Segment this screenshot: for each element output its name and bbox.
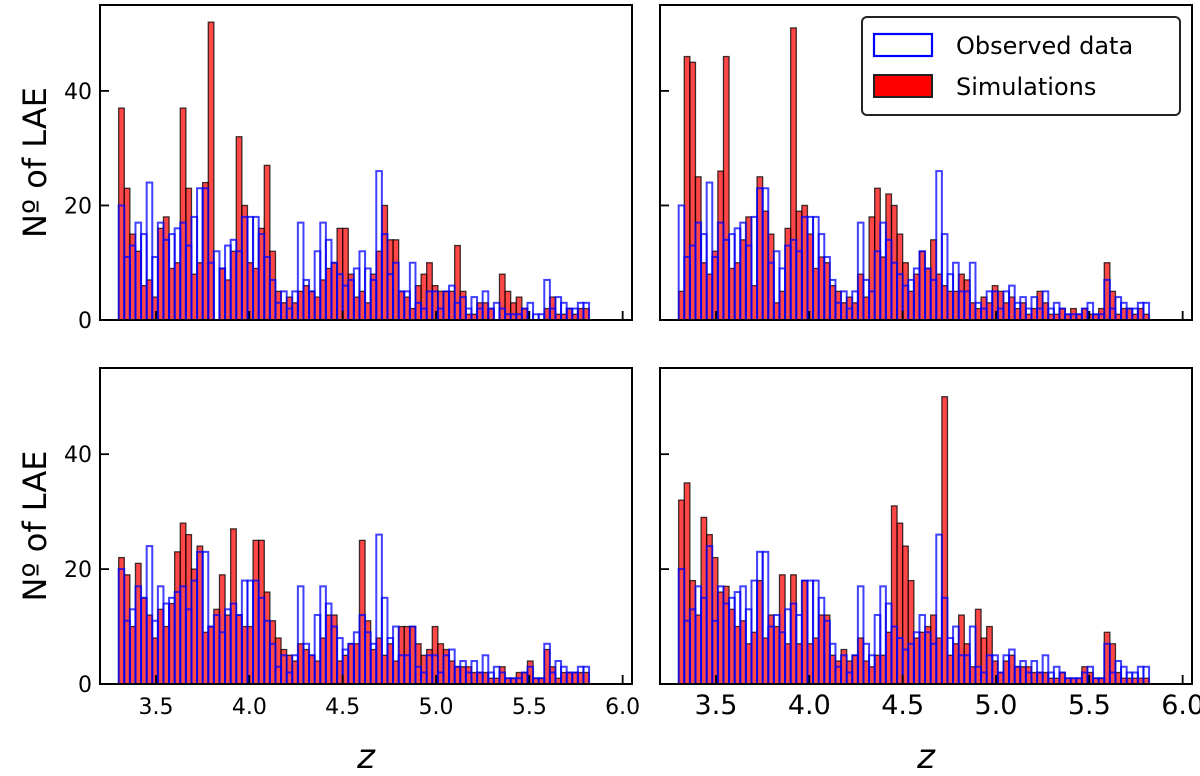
y-tick-label: 40 (64, 443, 92, 468)
panel-bottom-left: 0 20 40 3.5 4.0 4.5 5.0 5.5 6.0 Nº of LAE z (16, 367, 640, 776)
x-tick-label: 4.5 (881, 690, 924, 721)
legend: Observed data Simulations (861, 16, 1181, 116)
axes-frame (99, 4, 633, 321)
y-tick-label: 20 (64, 194, 92, 219)
axes-frame (659, 4, 1193, 321)
x-tick-label: 5.0 (975, 690, 1018, 721)
x-tick-label: 5.5 (512, 695, 547, 720)
y-tick-label: 0 (78, 309, 92, 334)
x-tick-label: 5.5 (1068, 690, 1111, 721)
y-tick-label: 0 (78, 673, 92, 698)
x-tick-label: 6.0 (605, 695, 640, 720)
panel-top-left: 0 20 40 Nº of LAE (16, 4, 633, 334)
panel-bottom-right: 3.5 4.0 4.5 5.0 5.5 6.0 z (659, 367, 1200, 776)
legend-swatch-observed (872, 32, 934, 58)
y-axis-label: Nº of LAE (16, 451, 54, 602)
x-axis-label: z (916, 737, 936, 776)
panel-top-right (659, 4, 1193, 322)
y-tick-label: 20 (64, 558, 92, 583)
x-axis-label: z (356, 737, 376, 776)
y-tick-label: 40 (64, 80, 92, 105)
x-tick-label: 4.5 (325, 695, 360, 720)
y-axis-label: Nº of LAE (16, 87, 54, 238)
x-tick-label: 3.5 (695, 690, 738, 721)
legend-label: Observed data (956, 32, 1133, 60)
legend-label: Simulations (956, 73, 1096, 101)
x-tick-label: 4.0 (232, 695, 267, 720)
axes-frame (659, 367, 1193, 685)
x-tick-label: 6.0 (1161, 690, 1200, 721)
x-tick-label: 5.0 (419, 695, 454, 720)
x-tick-label: 4.0 (788, 690, 831, 721)
x-tick-label: 3.5 (139, 695, 174, 720)
axes-frame (99, 367, 633, 685)
legend-box (861, 16, 1181, 116)
legend-swatch-simulations (873, 74, 933, 98)
